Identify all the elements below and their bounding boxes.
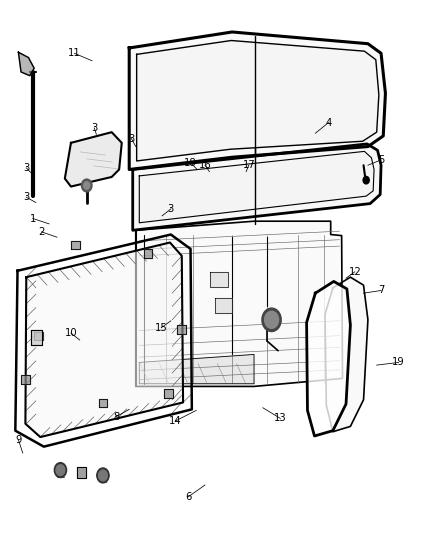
Text: 4: 4 [325, 118, 332, 127]
Text: 19: 19 [392, 358, 405, 367]
Text: 17: 17 [242, 160, 255, 170]
Polygon shape [325, 277, 368, 432]
Circle shape [363, 176, 369, 184]
Polygon shape [164, 389, 173, 398]
Text: 13: 13 [274, 414, 286, 423]
Polygon shape [77, 467, 86, 478]
Polygon shape [177, 325, 186, 334]
Polygon shape [139, 151, 374, 223]
Circle shape [97, 468, 109, 483]
Polygon shape [136, 221, 343, 386]
Circle shape [262, 308, 281, 332]
Circle shape [56, 465, 65, 475]
Text: 6: 6 [185, 492, 191, 502]
Text: 2: 2 [39, 227, 45, 237]
Text: 7: 7 [378, 286, 384, 295]
Polygon shape [129, 32, 385, 169]
Polygon shape [65, 132, 122, 187]
Text: 3: 3 [168, 204, 174, 214]
Text: 10: 10 [65, 328, 77, 338]
Text: 12: 12 [348, 267, 361, 277]
Text: 3: 3 [23, 192, 29, 202]
Text: 3: 3 [91, 123, 97, 133]
Text: 9: 9 [15, 435, 21, 445]
Text: 3: 3 [128, 134, 134, 143]
Circle shape [265, 311, 279, 328]
Text: 3: 3 [23, 163, 29, 173]
Polygon shape [137, 41, 379, 161]
Text: 16: 16 [198, 160, 212, 170]
Polygon shape [34, 332, 43, 340]
Polygon shape [139, 354, 254, 384]
Polygon shape [215, 298, 232, 313]
Polygon shape [144, 249, 152, 258]
Text: 15: 15 [155, 323, 168, 333]
Polygon shape [210, 272, 228, 287]
Polygon shape [99, 399, 107, 407]
Text: 5: 5 [378, 155, 384, 165]
Circle shape [99, 470, 107, 481]
Text: 8: 8 [113, 412, 119, 422]
Polygon shape [133, 144, 381, 230]
Polygon shape [307, 281, 350, 436]
Text: 14: 14 [169, 416, 181, 426]
Polygon shape [25, 243, 183, 437]
Text: 1: 1 [30, 214, 36, 223]
Polygon shape [18, 52, 34, 76]
Text: 11: 11 [68, 49, 81, 58]
Circle shape [84, 182, 90, 189]
Circle shape [54, 463, 67, 478]
Text: 18: 18 [184, 158, 197, 167]
Polygon shape [31, 330, 42, 345]
Polygon shape [21, 375, 30, 384]
Circle shape [81, 179, 92, 192]
Polygon shape [71, 241, 80, 249]
